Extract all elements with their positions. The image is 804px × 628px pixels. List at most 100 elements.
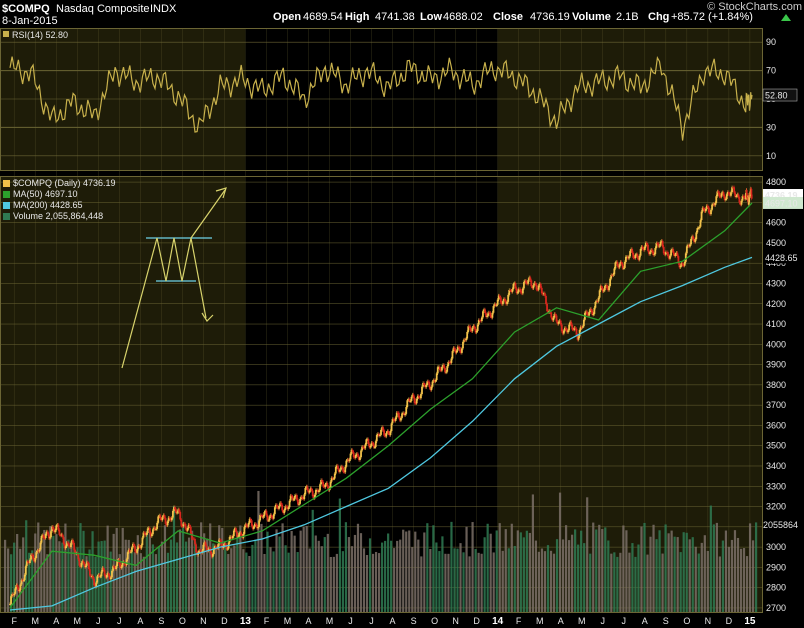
- candle-body: [327, 486, 330, 491]
- volume-bar: [172, 505, 176, 612]
- volume-bar: [471, 522, 474, 612]
- candle-body: [595, 301, 598, 303]
- candle-body: [599, 286, 602, 291]
- candle-body: [203, 542, 206, 545]
- month-label: S: [663, 616, 669, 626]
- candle-body: [300, 496, 303, 500]
- volume-bar: [727, 546, 731, 612]
- candle-body: [116, 560, 119, 567]
- candle-body: [733, 187, 736, 193]
- candle-body: [202, 544, 205, 551]
- candle-body: [622, 267, 625, 269]
- candle-body: [246, 526, 249, 528]
- candle-body: [343, 471, 346, 473]
- volume-bar: [531, 494, 534, 612]
- candle-body: [664, 252, 667, 255]
- candle-body: [531, 286, 534, 289]
- candle-body: [630, 248, 633, 252]
- month-label: J: [96, 616, 101, 626]
- candle-body: [43, 538, 46, 540]
- candle-body: [181, 525, 184, 527]
- volume-bar: [462, 552, 465, 612]
- volume-bar: [209, 523, 212, 612]
- candle-body: [671, 249, 674, 251]
- candle-body: [491, 312, 494, 318]
- credit-label: © StockCharts.com: [707, 1, 802, 13]
- candle-body: [72, 540, 74, 543]
- candle-body: [529, 277, 532, 281]
- candle-body: [685, 246, 688, 254]
- candle-body: [446, 366, 449, 372]
- candle-body: [284, 506, 287, 511]
- volume-bar: [546, 545, 550, 612]
- candle-body: [621, 264, 624, 269]
- candle-body: [178, 509, 181, 513]
- candle-body: [600, 286, 603, 289]
- candle-body: [718, 192, 721, 197]
- candle-body: [25, 561, 28, 567]
- volume-bar: [739, 548, 743, 612]
- candle-body: [285, 506, 288, 508]
- candle-body: [374, 441, 377, 448]
- volume-bar: [290, 530, 293, 612]
- volume-bar: [712, 524, 715, 612]
- candle-body: [560, 324, 563, 332]
- volume-bar: [127, 539, 130, 612]
- candle-body: [678, 263, 681, 268]
- candle-body: [690, 238, 692, 245]
- candle-body: [488, 312, 491, 314]
- candle-body: [333, 473, 336, 479]
- volume-bar: [498, 523, 501, 612]
- candle-body: [301, 496, 304, 499]
- volume-bar: [736, 537, 740, 612]
- candle-body: [680, 263, 683, 266]
- tag-ma50: [763, 196, 803, 209]
- volume-bar: [175, 542, 179, 612]
- candle-body: [158, 515, 161, 517]
- candle-body: [90, 575, 92, 577]
- candle-body: [458, 347, 461, 352]
- volume-bar: [534, 540, 538, 612]
- candle-body: [136, 548, 139, 553]
- candle-body: [397, 412, 400, 418]
- candle-body: [714, 202, 717, 206]
- volume-bar: [402, 529, 405, 612]
- volume-bar: [420, 556, 423, 612]
- volume-bar: [365, 555, 369, 612]
- candle-body: [440, 370, 442, 372]
- candle-body: [69, 546, 71, 548]
- candle-body: [633, 257, 636, 259]
- candle-body: [137, 545, 140, 549]
- volume-bar: [610, 553, 613, 612]
- candle-body: [297, 499, 299, 505]
- volume-bar: [106, 525, 109, 612]
- month-label: S: [411, 616, 417, 626]
- candle-body: [312, 496, 315, 499]
- volume-bar: [287, 552, 290, 612]
- candle-body: [358, 456, 360, 460]
- candle-body: [344, 466, 347, 473]
- volume-bar: [643, 522, 646, 612]
- volume-bar: [13, 542, 16, 612]
- pattern-zigzag: [156, 237, 207, 319]
- volume-bar: [227, 554, 230, 612]
- candle-body: [739, 202, 742, 205]
- chart-header: $COMPQ Nasdaq Composite INDX 8-Jan-2015 …: [2, 1, 802, 27]
- candle-body: [478, 319, 481, 321]
- rsi-current-tag: [762, 88, 798, 102]
- candle-body: [267, 520, 270, 522]
- volume-bar: [121, 527, 124, 612]
- volume-bar: [181, 522, 185, 612]
- candle-body: [699, 220, 702, 227]
- candle-body: [505, 301, 507, 305]
- candle-body: [237, 536, 239, 538]
- volume-bar: [85, 556, 88, 612]
- candle-body: [729, 194, 731, 196]
- volume-bar: [272, 551, 275, 612]
- volume-bar: [661, 553, 664, 612]
- volume-bar: [459, 543, 462, 612]
- volume-bar: [709, 505, 712, 612]
- candle-body: [693, 238, 696, 242]
- pattern-entry-line: [121, 237, 158, 369]
